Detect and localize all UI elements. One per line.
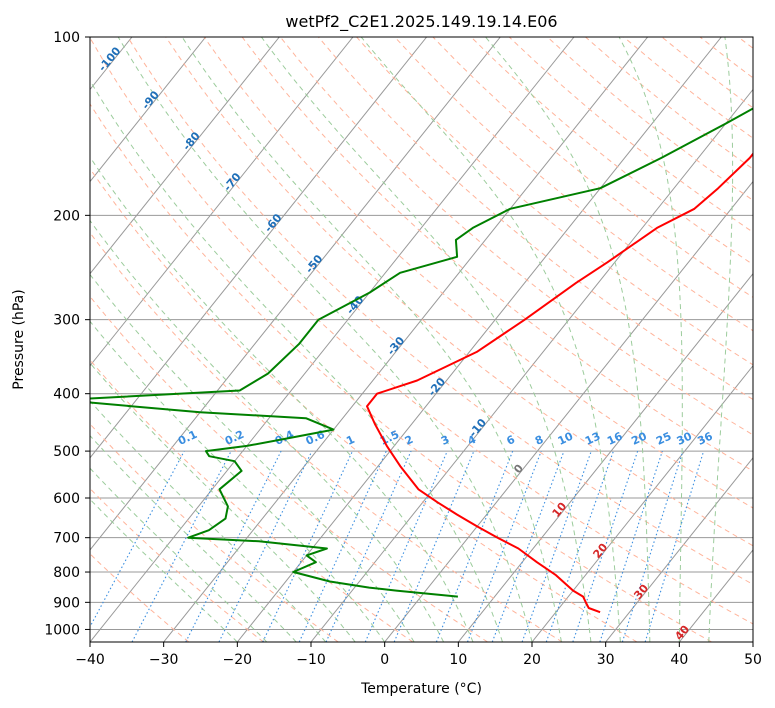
dry-adiabat-line bbox=[90, 167, 638, 642]
x-tick-label: −20 bbox=[223, 652, 253, 668]
isotherm-line bbox=[605, 457, 753, 642]
isotherm-line bbox=[236, 37, 722, 642]
y-tick-label: 300 bbox=[53, 313, 80, 329]
mixing-ratio-line bbox=[572, 450, 639, 642]
moist-adiabat-line bbox=[618, 37, 683, 642]
mixing-ratio-label: 10 bbox=[556, 429, 576, 447]
chart-title: wetPf2_C2E1.2025.149.19.14.E06 bbox=[285, 12, 557, 32]
mixing-ratio-line bbox=[621, 450, 684, 642]
y-tick-label: 800 bbox=[53, 565, 80, 581]
dry-adiabat-line bbox=[90, 553, 190, 642]
y-tick-label: 600 bbox=[53, 491, 80, 507]
isotherm-line bbox=[457, 272, 753, 642]
x-tick-label: −30 bbox=[149, 652, 179, 668]
dry-adiabat-line bbox=[279, 37, 753, 436]
isotherm-line bbox=[90, 37, 428, 459]
moist-adiabat-line bbox=[90, 320, 386, 642]
y-tick-label: 400 bbox=[53, 387, 80, 403]
moist-adiabat-line bbox=[90, 400, 327, 642]
moist-adiabat-line bbox=[485, 37, 651, 642]
moist-adiabat-line bbox=[708, 37, 734, 642]
y-tick-label: 700 bbox=[53, 531, 80, 547]
moist-adiabat-line bbox=[90, 219, 445, 642]
x-tick-label: 30 bbox=[597, 652, 615, 668]
mixing-ratio-label: 16 bbox=[605, 429, 625, 447]
dewpoint-profile-line bbox=[90, 107, 753, 598]
isotherm-line bbox=[90, 37, 354, 367]
x-tick-label: 20 bbox=[523, 652, 541, 668]
temperature-profile-line bbox=[366, 152, 753, 614]
moist-adiabat-line bbox=[260, 37, 592, 642]
mixing-ratio-line bbox=[218, 450, 313, 642]
y-tick-label: 500 bbox=[53, 444, 80, 460]
dry-adiabat-line bbox=[203, 37, 753, 509]
dry-adiabat-line bbox=[90, 231, 563, 642]
mixing-ratio-label: 20 bbox=[629, 429, 649, 447]
x-axis-title: Temperature (°C) bbox=[360, 681, 482, 697]
x-tick-label: 40 bbox=[670, 652, 688, 668]
x-tick-label: −10 bbox=[296, 652, 326, 668]
mixing-ratio-label: 25 bbox=[654, 430, 673, 448]
mixing-ratio-line bbox=[545, 450, 614, 642]
isotherm-line bbox=[90, 37, 575, 642]
moist-adiabat-line bbox=[90, 362, 356, 642]
dry-adiabat-line bbox=[90, 295, 488, 642]
x-tick-label: 50 bbox=[744, 652, 762, 668]
mixing-ratio-label: 30 bbox=[675, 429, 695, 447]
y-tick-label: 1000 bbox=[44, 622, 80, 638]
dry-adiabat-line bbox=[90, 37, 753, 625]
plot-area: 0.1 0.2 0.4 0.6 1 1.5 2 3 4 6 8 10 13 16 20 25 30 36-100-… bbox=[90, 37, 753, 642]
moist-adiabat-line bbox=[90, 435, 297, 642]
isotherm-line bbox=[531, 364, 753, 642]
x-tick-label: −40 bbox=[75, 652, 105, 668]
mixing-ratio-line bbox=[393, 450, 475, 642]
dry-adiabat-line bbox=[90, 487, 264, 642]
y-axis: 100 200 300 400 500 600 700 800 900 1000 bbox=[44, 30, 90, 638]
x-tick-label: 0 bbox=[380, 652, 389, 668]
isotherm-line bbox=[90, 37, 280, 275]
y-axis-title: Pressure (hPa) bbox=[11, 289, 27, 389]
dry-adiabat-line bbox=[90, 103, 712, 642]
mixing-ratio-line bbox=[298, 450, 387, 642]
mixing-ratio-line bbox=[90, 450, 185, 628]
moist-adiabat-line bbox=[90, 273, 415, 642]
mixing-ratio-line bbox=[599, 450, 663, 642]
moist-adiabat-line bbox=[360, 37, 621, 642]
y-tick-label: 200 bbox=[53, 208, 80, 224]
mixing-ratio-line bbox=[521, 450, 592, 642]
moist-adiabat-line bbox=[117, 37, 533, 642]
mixing-ratio-line bbox=[364, 450, 448, 642]
y-tick-label: 100 bbox=[53, 30, 80, 46]
dry-adiabat-line bbox=[165, 37, 753, 547]
dry-adiabat-line bbox=[127, 37, 753, 586]
isotherm-line bbox=[384, 180, 753, 642]
moist-adiabat-line bbox=[90, 79, 503, 642]
moist-adiabat-line bbox=[181, 37, 562, 642]
x-tick-label: 10 bbox=[449, 652, 467, 668]
mixing-ratio-line bbox=[325, 450, 412, 642]
mixing-ratio-label: 13 bbox=[583, 430, 602, 448]
isotherm-line bbox=[90, 37, 501, 551]
plot-frame bbox=[89, 36, 754, 643]
mixing-ratio-label: 36 bbox=[695, 429, 715, 447]
mixing-ratio-line bbox=[644, 450, 705, 642]
dry-adiabat-line bbox=[90, 359, 414, 642]
y-tick-label: 900 bbox=[53, 595, 80, 611]
dry-adiabat-line bbox=[394, 37, 753, 332]
isotherm-line bbox=[90, 37, 207, 183]
x-axis: −40 −30 −20 −10 0 10 20 30 40 50 bbox=[75, 642, 762, 668]
